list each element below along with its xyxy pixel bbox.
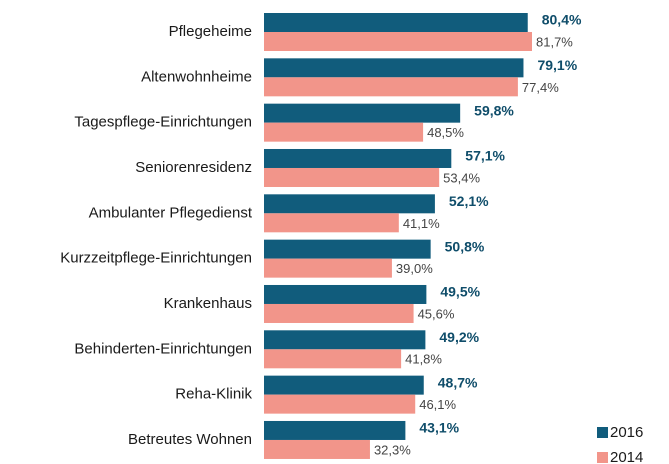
value-label: 79,1%: [537, 57, 577, 73]
category-label: Reha-Klinik: [175, 386, 252, 403]
value-label: 39,0%: [396, 261, 433, 276]
legend-label: 2014: [610, 449, 643, 464]
category-label: Ambulanter Pflegedienst: [89, 204, 253, 221]
value-label: 41,1%: [403, 216, 440, 231]
bar: [264, 439, 370, 459]
bar: [264, 167, 440, 187]
value-label: 48,7%: [438, 374, 478, 390]
value-label: 53,4%: [443, 170, 480, 185]
legend-swatch: [597, 452, 608, 463]
category-label: Altenwohnheime: [141, 68, 252, 85]
bar: [264, 194, 435, 214]
value-label: 49,2%: [439, 329, 479, 345]
bar: [264, 58, 524, 78]
legend-label: 2016: [610, 424, 643, 441]
value-label: 41,8%: [405, 352, 442, 367]
value-label: 80,4%: [542, 12, 582, 28]
legend-swatch: [597, 427, 608, 438]
category-label: Pflegeheime: [169, 23, 252, 40]
value-label: 32,3%: [374, 442, 411, 457]
category-label: Behinderten-Einrichtungen: [74, 340, 252, 357]
category-label: Seniorenresidenz: [135, 159, 252, 176]
value-label: 77,4%: [522, 80, 559, 95]
bar: [264, 213, 399, 233]
bar: [264, 303, 414, 323]
value-label: 52,1%: [449, 193, 489, 209]
bar: [264, 103, 461, 123]
bar: [264, 77, 518, 97]
bar: [264, 32, 532, 51]
category-label: Kurzzeitpflege-Einrichtungen: [60, 250, 252, 267]
value-label: 46,1%: [419, 397, 456, 412]
value-label: 45,6%: [418, 306, 455, 321]
bar: [264, 375, 424, 395]
value-label: 48,5%: [427, 125, 464, 140]
category-label: Tagespflege-Einrichtungen: [74, 114, 252, 131]
bar: [264, 239, 431, 259]
bar: [264, 330, 426, 350]
value-label: 49,5%: [440, 284, 480, 300]
bar: [264, 148, 452, 168]
bar: [264, 122, 424, 142]
category-label: Krankenhaus: [164, 295, 252, 312]
value-label: 57,1%: [465, 148, 505, 164]
category-label: Betreutes Wohnen: [128, 431, 252, 448]
bar: [264, 349, 402, 369]
bar: [264, 13, 528, 32]
bar: [264, 284, 427, 304]
value-label: 50,8%: [445, 238, 485, 254]
value-label: 81,7%: [536, 34, 573, 49]
bar: [264, 420, 406, 440]
value-label: 43,1%: [419, 420, 459, 436]
bar: [264, 258, 392, 278]
bar: [264, 394, 416, 414]
value-label: 59,8%: [474, 102, 514, 118]
